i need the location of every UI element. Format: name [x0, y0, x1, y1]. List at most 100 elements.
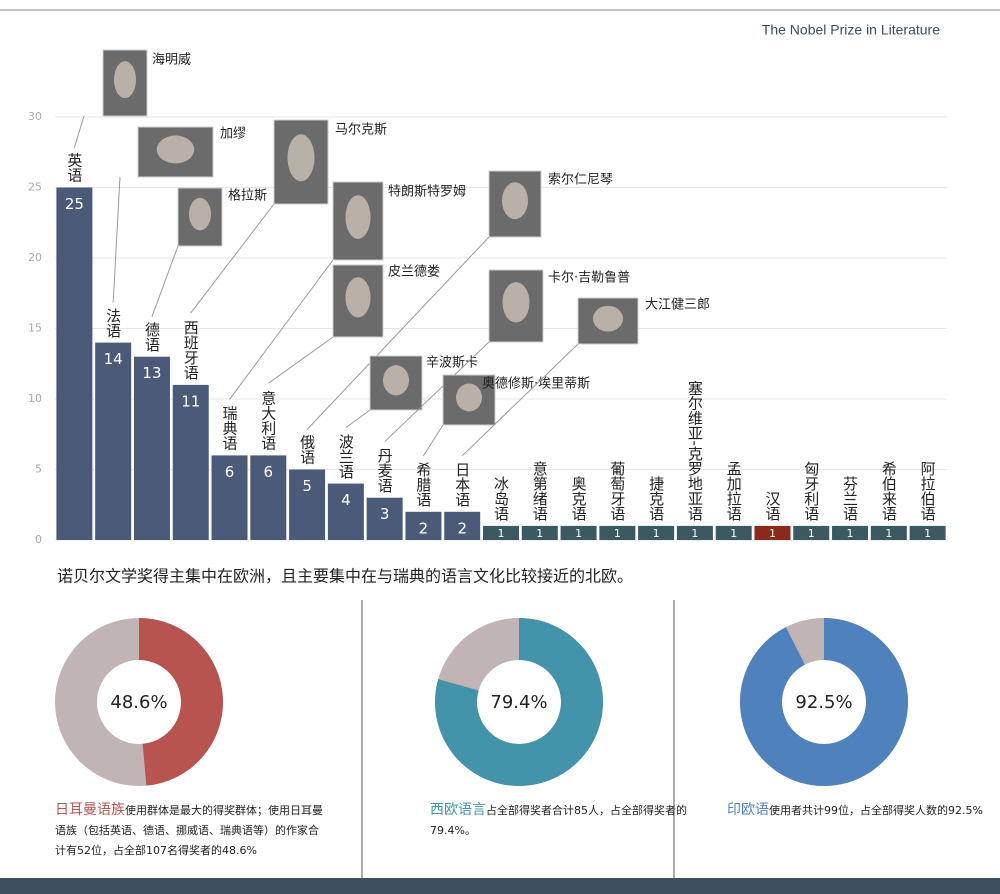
value-label: 1	[498, 527, 505, 540]
bar	[832, 525, 869, 540]
category-label: 波兰语	[337, 434, 355, 479]
category-label: 俄语	[298, 435, 316, 465]
description: 西欧语言占全部得奖者合计85人，占全部得奖者的79.4%。	[430, 800, 698, 841]
connector	[73, 115, 85, 148]
connector	[384, 341, 490, 443]
bar	[560, 525, 597, 540]
value-label: 11	[181, 392, 200, 410]
description-highlight: 西欧语言	[430, 802, 486, 818]
value-label: 25	[65, 195, 84, 213]
bar	[327, 483, 364, 540]
portrait-face	[345, 195, 371, 239]
portrait-face	[593, 305, 623, 332]
value-label: 1	[847, 527, 854, 540]
value-label: 1	[885, 527, 892, 540]
value-label: 1	[730, 527, 737, 540]
connector	[345, 409, 371, 429]
header-title: The Nobel Prize in Literature	[762, 22, 940, 38]
portrait-face	[502, 282, 530, 323]
portrait-face	[502, 182, 528, 220]
connector	[306, 236, 490, 430]
value-label: 13	[142, 364, 161, 382]
portrait-name: 皮兰德娄	[388, 265, 440, 280]
y-tick-label: 10	[28, 392, 42, 405]
value-label: 2	[457, 519, 467, 537]
bar	[638, 525, 675, 540]
bar	[754, 525, 791, 540]
value-label: 5	[302, 477, 312, 495]
description-text: 使用群体是最大的得奖群体；使用日耳曼语族（包括英语、德语、挪威语、瑞典语等）的作…	[55, 804, 323, 857]
category-label: 英语	[65, 152, 83, 183]
bar	[444, 511, 481, 540]
portrait-name: 索尔仁尼琴	[548, 173, 613, 188]
donut-slice	[139, 618, 224, 786]
category-label: 奥克语	[570, 476, 588, 521]
description-text: 使用者共计99位，占全部得奖人数的92.5%	[769, 804, 983, 817]
y-tick-label: 30	[28, 110, 42, 123]
value-label: 1	[536, 527, 543, 540]
bar	[870, 525, 907, 540]
y-tick-label: 15	[28, 322, 42, 335]
portrait-name: 马尔克斯	[335, 123, 387, 138]
category-label: 葡萄牙语	[608, 461, 626, 521]
connector	[112, 176, 121, 303]
description-text: 占全部得奖者合计85人，占全部得奖者的79.4%。	[430, 804, 687, 837]
value-label: 1	[808, 527, 815, 540]
donut-slice	[435, 618, 603, 786]
category-label: 法语	[104, 308, 122, 338]
connector	[461, 343, 579, 457]
footer-bar	[0, 878, 1000, 894]
category-label: 捷克语	[647, 476, 665, 521]
bar	[909, 525, 946, 540]
description: 日耳曼语族使用群体是最大的得奖群体；使用日耳曼语族（包括英语、德语、挪威语、瑞典…	[55, 800, 323, 861]
bar	[405, 511, 442, 540]
bar	[521, 525, 558, 540]
category-label: 西班牙语	[182, 320, 200, 380]
connector	[151, 245, 179, 317]
category-label: 希伯来语	[880, 461, 898, 521]
bar	[172, 384, 209, 540]
value-label: 2	[419, 519, 429, 537]
category-label: 匈牙利语	[802, 461, 820, 521]
value-label: 6	[264, 463, 274, 481]
bar	[250, 455, 287, 540]
category-label: 德语	[143, 321, 161, 352]
portrait-name: 海明威	[152, 53, 191, 68]
category-label: 意第绪语	[531, 460, 549, 521]
portrait-name: 加缪	[220, 126, 246, 142]
bar	[793, 525, 830, 540]
category-label: 塞尔维亚-克罗地亚语	[686, 380, 704, 521]
bar	[133, 356, 170, 540]
bar	[211, 455, 248, 540]
category-label: 阿拉伯语	[919, 461, 937, 521]
y-tick-label: 0	[35, 533, 42, 546]
value-label: 1	[614, 527, 621, 540]
portrait-face	[456, 383, 482, 412]
donut-label: 92.5%	[795, 692, 852, 713]
category-label: 冰岛语	[492, 476, 510, 521]
y-tick-label: 20	[28, 251, 42, 264]
category-label: 汉语	[763, 491, 781, 521]
category-label: 孟加拉语	[725, 461, 743, 521]
donut-slice	[740, 618, 909, 786]
category-label: 丹麦语	[376, 448, 394, 493]
portrait-face	[114, 61, 136, 99]
bar	[483, 525, 519, 540]
description-highlight: 印欧语	[727, 802, 769, 818]
bar	[715, 525, 752, 540]
value-label: 3	[380, 505, 390, 523]
description-highlight: 日耳曼语族	[55, 802, 125, 818]
connector	[268, 336, 334, 384]
value-label: 1	[691, 527, 698, 540]
value-label: 1	[653, 527, 660, 540]
bar	[289, 469, 326, 540]
donut-label: 48.6%	[110, 692, 167, 713]
value-label: 4	[341, 491, 351, 509]
category-label: 希腊语	[414, 462, 432, 507]
portrait-name: 格拉斯	[228, 188, 267, 204]
connector	[423, 424, 444, 457]
value-label: 1	[769, 527, 776, 540]
portrait-face	[287, 134, 315, 182]
bar	[95, 342, 132, 540]
